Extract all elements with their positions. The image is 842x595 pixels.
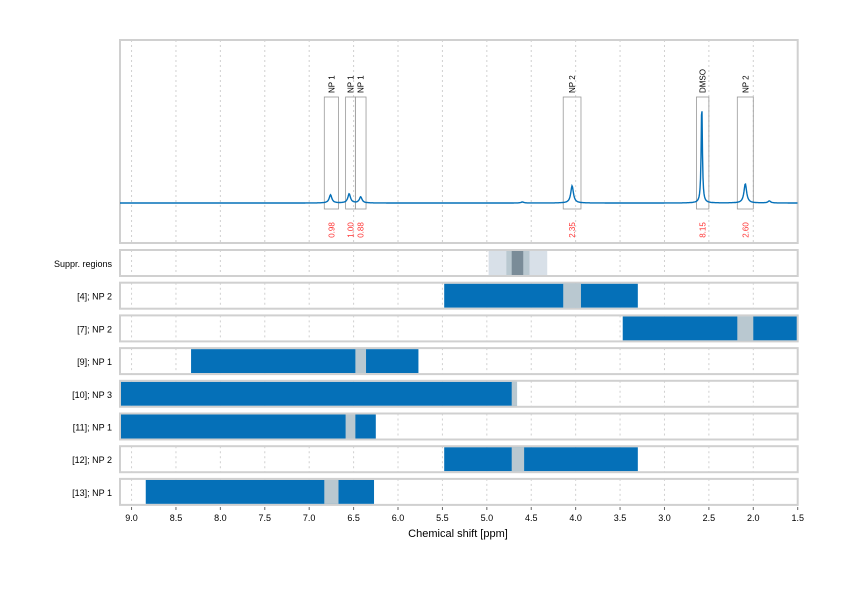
- x-tick-label: 8.0: [214, 513, 227, 523]
- peak-region-box: [696, 96, 710, 210]
- range-row: [13]; NP 1: [72, 477, 799, 506]
- row-label: [13]; NP 1: [72, 488, 112, 498]
- peak-region-box: [736, 96, 754, 210]
- row-frame: [119, 281, 799, 310]
- range-bar: [145, 479, 375, 504]
- row-label: [10]; NP 3: [72, 390, 112, 400]
- range-row: Suppr. regions: [54, 249, 799, 277]
- range-row: [4]; NP 2: [77, 281, 799, 310]
- row-background: [120, 250, 798, 276]
- overlap-bar: [737, 316, 754, 341]
- range-row: [9]; NP 1: [77, 347, 799, 376]
- row-frame: [119, 314, 799, 343]
- x-tick-label: 5.5: [436, 513, 449, 523]
- peak-label: NP 2: [568, 75, 577, 93]
- spectrum-panel: NP 1 0.98 NP 1 1.00 NP 1 0.88 NP 2 2.35 DMSO 8.15…: [119, 39, 799, 244]
- row-frame: [119, 249, 799, 277]
- spectrum-line: [120, 111, 798, 204]
- row-label: [7]; NP 2: [77, 324, 112, 334]
- overlap-bar: [355, 349, 367, 374]
- range-row: [7]; NP 2: [77, 314, 799, 343]
- integral-value: 1.00: [346, 222, 355, 238]
- overlap-bar: [563, 283, 581, 308]
- row-frame: [119, 379, 799, 408]
- row-label: Suppr. regions: [54, 259, 113, 269]
- range-bar: [444, 447, 638, 472]
- x-tick-label: 1.5: [791, 513, 804, 523]
- x-tick-label: 2.0: [747, 513, 760, 523]
- range-bar: [120, 414, 376, 439]
- x-tick-label: 4.5: [525, 513, 538, 523]
- peak-region-box: [354, 96, 367, 210]
- integral-value: 2.60: [741, 222, 750, 238]
- integral-value: 2.35: [568, 222, 577, 238]
- x-tick-label: 2.5: [703, 513, 716, 523]
- overlap-bar: [345, 414, 356, 439]
- peak-region-box: [323, 96, 339, 210]
- x-tick-label: 4.0: [569, 513, 582, 523]
- x-tick-label: 5.0: [481, 513, 494, 523]
- integral-value: 0.88: [357, 222, 366, 238]
- x-tick-label: 8.5: [170, 513, 183, 523]
- peak-label: NP 1: [357, 75, 366, 93]
- x-tick-label: 6.0: [392, 513, 405, 523]
- range-row: [11]; NP 1: [73, 412, 799, 441]
- row-frame: [119, 477, 799, 506]
- x-tick-label: 9.0: [125, 513, 138, 523]
- x-axis: 9.0 8.5 8.0 7.5 7.0 6.5 6.0 5.5 5.0 4.5 4.0 3.5 3.0 2…: [125, 507, 804, 523]
- overlap-bar: [511, 447, 525, 472]
- range-panels: Suppr. regions [4]; NP 2 [7]; NP 2 [9]; NP …: [54, 249, 799, 506]
- range-row: [12]; NP 2: [72, 445, 799, 474]
- x-axis-label: Chemical shift [ppm]: [408, 528, 508, 540]
- suppressed-region-core: [511, 251, 524, 275]
- range-bar: [622, 316, 798, 341]
- x-tick-label: 3.0: [658, 513, 671, 523]
- peak-label: DMSO: [699, 69, 708, 93]
- x-tick-label: 3.5: [614, 513, 627, 523]
- x-tick-label: 6.5: [347, 513, 360, 523]
- range-bar: [191, 349, 419, 374]
- row-label: [12]; NP 2: [72, 455, 112, 465]
- row-frame: [119, 347, 799, 376]
- row-label: [11]; NP 1: [73, 423, 112, 433]
- x-tick-label: 7.0: [303, 513, 316, 523]
- row-frame: [119, 412, 799, 441]
- row-frame: [119, 445, 799, 474]
- peak-label: NP 2: [741, 75, 750, 93]
- integral-value: 8.15: [699, 222, 708, 238]
- spectrum-frame: [119, 39, 799, 244]
- peak-region-box: [562, 96, 582, 210]
- range-row: [10]; NP 3: [72, 379, 799, 408]
- peak-label: NP 1: [346, 75, 355, 93]
- row-label: [9]; NP 1: [77, 357, 112, 367]
- range-bar: [120, 381, 518, 406]
- row-label: [4]; NP 2: [77, 292, 112, 302]
- overlap-bar: [511, 381, 518, 406]
- range-bar: [444, 283, 638, 308]
- overlap-bar: [324, 479, 339, 504]
- integral-value: 0.98: [327, 222, 336, 238]
- x-tick-label: 7.5: [259, 513, 272, 523]
- peak-label: NP 1: [327, 75, 336, 93]
